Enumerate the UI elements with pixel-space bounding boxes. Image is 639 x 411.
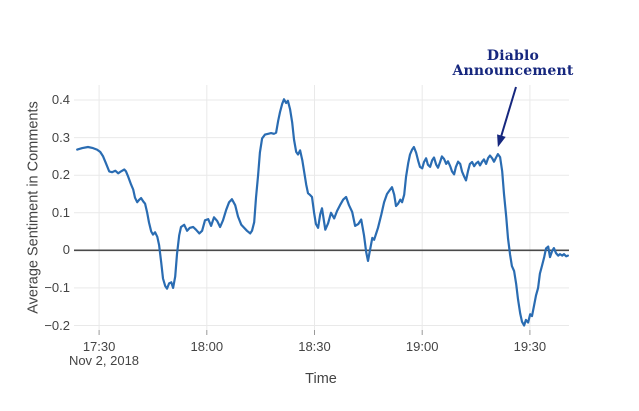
y-axis-tick-label: 0	[62, 242, 70, 258]
y-axis-tick-label: 0.4	[51, 92, 70, 107]
x-axis-tick-label: 18:00	[190, 339, 224, 354]
x-axis-date-label: Nov 2, 2018	[68, 353, 140, 368]
y-axis-tick-label: 0.2	[51, 167, 70, 183]
annotation-arrowhead	[497, 134, 506, 148]
y-axis-tick-label: 0.3	[51, 129, 70, 145]
y-axis-tick-label: −0.2	[44, 317, 70, 333]
annotation-line-2: Announcement	[452, 63, 574, 79]
x-axis-tick-label: 19:30	[513, 339, 547, 354]
x-axis-title: Time	[305, 371, 337, 387]
x-axis-tick-label: 19:00	[405, 339, 439, 354]
x-axis-tick-label: 17:30	[82, 339, 116, 354]
diablo-announcement-annotation: Diablo Announcement	[423, 49, 603, 79]
annotation-arrow-line	[499, 86, 517, 139]
x-axis-tick-label: 18:30	[298, 339, 331, 354]
annotation-line-1: Diablo	[486, 48, 540, 64]
y-axis-tick-label: −0.1	[44, 279, 70, 295]
sentiment-line	[76, 98, 569, 327]
y-axis-tick-label: 0.1	[51, 204, 70, 220]
